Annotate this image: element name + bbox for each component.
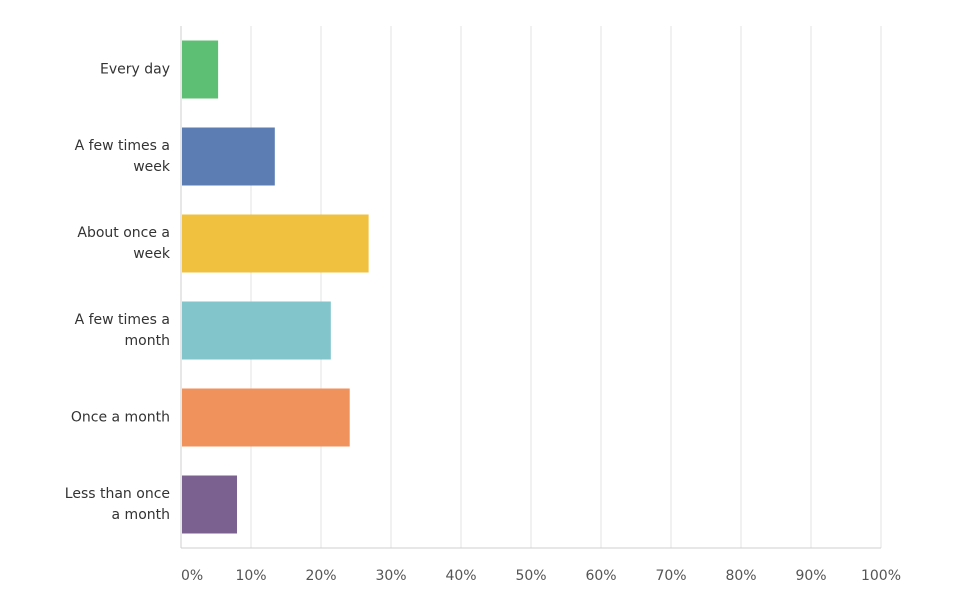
x-tick-label: 40% [445, 568, 476, 584]
category-label: week [133, 246, 171, 262]
x-tick-label: 0% [181, 568, 203, 584]
category-label: Less than once [65, 486, 170, 502]
category-label: A few times a [75, 312, 170, 328]
category-label: week [133, 159, 171, 175]
category-label: Once a month [71, 410, 170, 426]
bar [182, 301, 331, 360]
x-tick-label: 10% [235, 568, 266, 584]
bar [182, 388, 350, 447]
x-tick-label: 50% [515, 568, 546, 584]
bar [182, 475, 237, 534]
bar [182, 214, 369, 273]
axes [180, 26, 881, 549]
grid-lines [250, 26, 882, 548]
category-labels: Every day A few times a week About once a we… [65, 62, 171, 524]
category-label: month [125, 333, 170, 349]
bar [182, 40, 219, 99]
category-label: a month [112, 507, 170, 523]
x-tick-label: 100% [861, 568, 901, 584]
bar [182, 127, 275, 186]
category-label: Every day [100, 62, 170, 78]
category-label: About once a [77, 225, 170, 241]
bars [182, 40, 369, 534]
category-label: A few times a [75, 138, 170, 154]
x-tick-label: 30% [375, 568, 406, 584]
x-tick-labels: 0% 10% 20% 30% 40% 50% 60% 70% 80% 90% 100% [181, 568, 901, 584]
x-tick-label: 80% [725, 568, 756, 584]
x-tick-label: 60% [585, 568, 616, 584]
x-tick-label: 90% [795, 568, 826, 584]
x-tick-label: 20% [305, 568, 336, 584]
x-tick-label: 70% [655, 568, 686, 584]
